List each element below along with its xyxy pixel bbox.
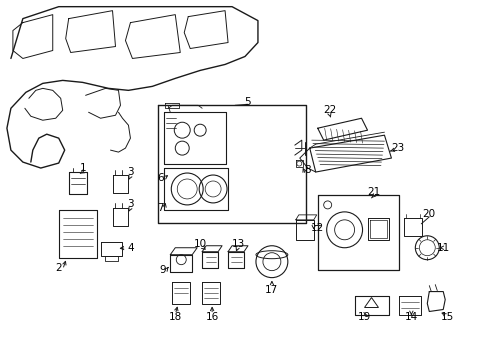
- Text: 14: 14: [404, 312, 417, 323]
- Text: 3: 3: [127, 167, 134, 177]
- Text: 20: 20: [422, 209, 435, 219]
- Text: 21: 21: [366, 187, 379, 197]
- Text: 18: 18: [168, 312, 182, 323]
- Text: 3: 3: [127, 199, 134, 209]
- Text: 10: 10: [193, 239, 206, 249]
- Text: 2: 2: [55, 263, 62, 273]
- Text: 22: 22: [323, 105, 336, 115]
- Text: 8: 8: [304, 165, 310, 175]
- Text: 1: 1: [79, 163, 86, 173]
- Text: 16: 16: [205, 312, 218, 323]
- Text: 12: 12: [310, 223, 324, 233]
- Text: 7: 7: [157, 203, 163, 213]
- Text: 4: 4: [127, 243, 134, 253]
- Text: 5: 5: [244, 97, 251, 107]
- Text: 15: 15: [440, 312, 453, 323]
- Text: 23: 23: [390, 143, 403, 153]
- Text: 17: 17: [264, 284, 278, 294]
- Text: 19: 19: [357, 312, 370, 323]
- Text: 13: 13: [231, 239, 244, 249]
- Text: 6: 6: [157, 173, 163, 183]
- Text: 11: 11: [436, 243, 449, 253]
- Text: 9: 9: [159, 265, 165, 275]
